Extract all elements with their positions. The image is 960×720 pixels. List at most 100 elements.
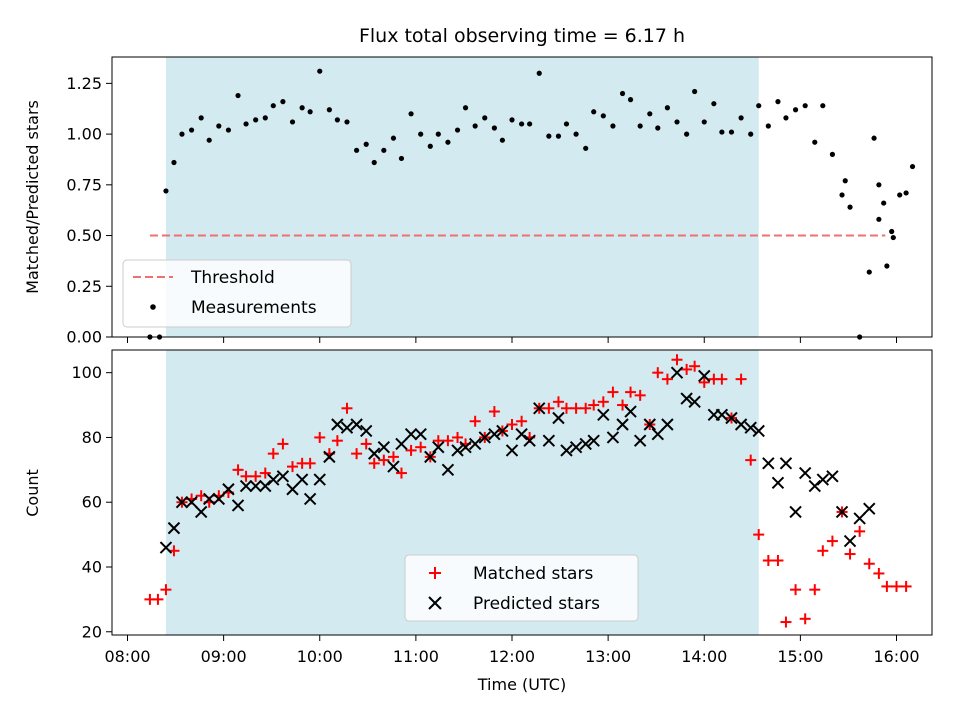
measurement-point (243, 121, 249, 127)
predicted-star-point (340, 421, 354, 434)
predicted-star-point (542, 434, 556, 447)
measurement-point (307, 109, 313, 115)
predicted-star-point (202, 492, 216, 506)
predicted-star-point (360, 424, 373, 438)
top-panel: 0.00 0.25 0.50 0.75 1.00 1.25 Matched/Predict… (23, 56, 933, 347)
measurement-point (909, 163, 916, 170)
predicted-star-point (441, 463, 455, 477)
bottom-y-axis-label: Count (23, 469, 42, 517)
matched-star-point (762, 555, 774, 567)
measurement-point (546, 133, 552, 139)
measurement-point (188, 127, 195, 133)
measurement-point (206, 137, 212, 143)
predicted-star-point (212, 492, 226, 506)
measurement-point (536, 70, 542, 76)
measurement-point (344, 119, 350, 125)
legend-matched-swatch (429, 567, 441, 579)
predicted-star-point (424, 450, 437, 464)
predicted-star-point (387, 460, 400, 473)
predicted-star-point (843, 534, 857, 548)
matched-star-point (378, 454, 390, 466)
matched-star-point (152, 593, 164, 605)
predicted-star-point (222, 483, 235, 496)
predicted-star-point (159, 541, 173, 554)
measurement-point (482, 115, 488, 121)
matched-star-point (689, 360, 701, 372)
predicted-star-point (286, 483, 299, 496)
predicted-star-point (808, 479, 822, 493)
predicted-star-point (771, 476, 785, 489)
predicted-star-point (523, 434, 536, 447)
measurement-point (326, 107, 332, 113)
y-tick-label: 1.25 (66, 74, 102, 93)
matched-star-point (588, 399, 600, 411)
x-tick-label: 11:00 (393, 647, 439, 666)
bottom-panel: 20 40 60 80 100 08:00 09:00 10:00 11:00 12:00 13:… (23, 349, 933, 694)
matched-star-point (240, 470, 252, 482)
matched-star-point (560, 402, 572, 414)
matched-star-point (745, 454, 757, 466)
predicted-star-point (505, 444, 519, 457)
matched-star-point (661, 373, 673, 385)
measurement-point (600, 113, 606, 119)
matched-star-point (753, 529, 765, 541)
measurement-point (775, 99, 781, 105)
measurement-point (216, 123, 222, 129)
y-tick-label: 20 (82, 622, 102, 641)
predicted-star-point (185, 496, 198, 509)
measurement-point (334, 117, 340, 123)
predicted-star-point (350, 418, 363, 431)
matched-star-point (625, 386, 637, 398)
matched-star-point (735, 373, 747, 385)
predicted-star-point (698, 369, 711, 383)
predicted-star-point (762, 457, 775, 470)
measurement-point (812, 139, 818, 145)
predicted-star-point (651, 427, 664, 441)
y-tick-label: 60 (82, 493, 102, 512)
matched-star-point (452, 431, 464, 443)
measurement-point (792, 107, 799, 113)
matched-star-point (331, 435, 343, 447)
measurement-point (783, 115, 789, 121)
predicted-star-point (606, 431, 620, 444)
predicted-star-point (331, 418, 344, 431)
measurement-point (289, 119, 296, 125)
measurement-point (299, 105, 305, 111)
matched-star-point (891, 580, 902, 592)
bottom-legend: Matched stars Predicted stars (404, 554, 639, 622)
predicted-star-point (633, 434, 647, 447)
measurement-point (890, 234, 896, 241)
measurement-point (519, 121, 525, 127)
predicted-star-point (680, 392, 693, 405)
matched-star-point (488, 406, 500, 418)
measurement-point (454, 127, 461, 133)
predicted-star-point (597, 408, 610, 421)
measurement-point (262, 115, 268, 121)
predicted-star-point (167, 521, 181, 535)
y-tick-label: 0.25 (66, 277, 102, 296)
x-tick-label: 16:00 (873, 647, 919, 666)
measurement-point (692, 88, 698, 95)
y-tick-label: 1.00 (66, 125, 102, 144)
matched-star-point (259, 467, 271, 479)
predicted-star-point (249, 479, 262, 493)
matched-star-point (516, 415, 528, 427)
measurement-point (390, 135, 397, 141)
predicted-star-point (313, 473, 326, 486)
predicted-star-point (496, 424, 509, 438)
matched-star-point (634, 389, 646, 401)
measurement-point (270, 103, 276, 109)
predicted-star-point (552, 411, 565, 425)
matched-star-point (277, 438, 289, 450)
measurement-point (171, 159, 177, 166)
predicted-star-point (835, 505, 849, 519)
matched-star-point (405, 444, 417, 456)
matched-star-point (395, 467, 407, 479)
bottom-y-ticks: 20 40 60 80 100 (71, 363, 112, 641)
matched-star-point (543, 402, 555, 414)
matched-star-point (597, 396, 609, 408)
predicted-star-point (624, 405, 637, 418)
matched-star-point (570, 402, 582, 414)
y-tick-label: 0.00 (66, 328, 102, 347)
measurement-point (610, 123, 616, 129)
